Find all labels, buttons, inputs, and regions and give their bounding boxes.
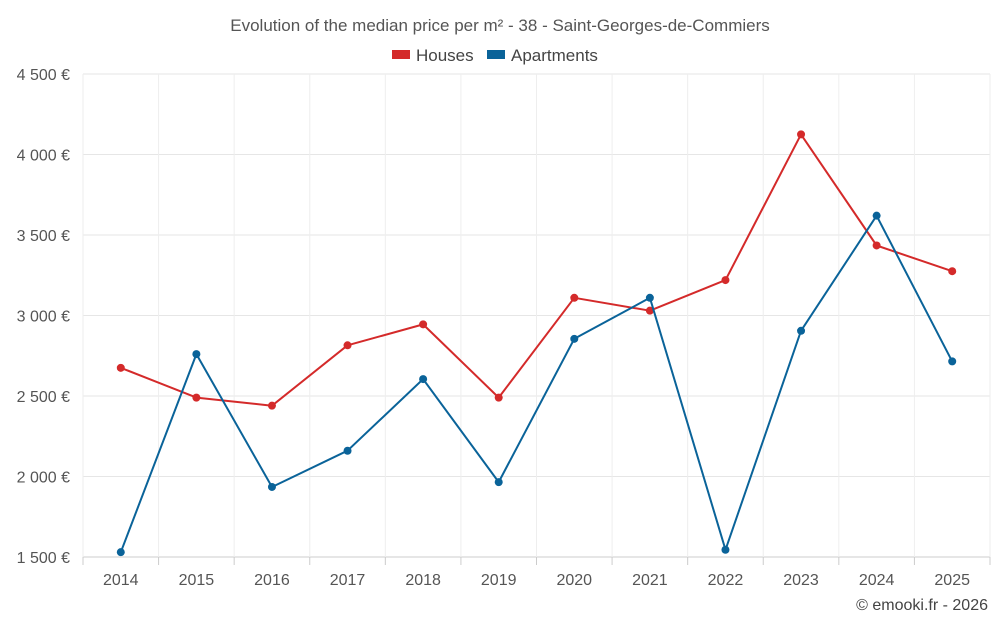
axes: 1 500 € 2 000 € 2 500 € 3 000 € 3 500 € 4 000…	[17, 67, 991, 589]
x-tick-label: 2022	[708, 572, 744, 589]
data-point-houses[interactable]	[419, 320, 428, 329]
grid	[82, 73, 991, 558]
x-tick-label: 2014	[103, 572, 139, 589]
data-point-apartments[interactable]	[116, 548, 125, 557]
y-tick-label: 2 000 €	[17, 470, 70, 487]
y-tick-label: 2 500 €	[17, 389, 70, 406]
data-point-apartments[interactable]	[419, 375, 428, 384]
y-tick-label: 1 500 €	[17, 550, 70, 567]
series	[116, 130, 957, 557]
data-point-apartments[interactable]	[797, 326, 806, 335]
data-point-apartments[interactable]	[343, 446, 352, 455]
x-tick-label: 2015	[179, 572, 215, 589]
x-tick-label: 2025	[934, 572, 970, 589]
data-point-houses[interactable]	[872, 241, 881, 250]
data-point-apartments[interactable]	[192, 350, 201, 359]
x-tick-label: 2024	[859, 572, 895, 589]
data-point-houses[interactable]	[645, 306, 654, 315]
data-point-houses[interactable]	[192, 393, 201, 402]
chart-title: Evolution of the median price per m² - 3…	[230, 16, 770, 35]
data-point-houses[interactable]	[570, 293, 579, 302]
data-point-apartments[interactable]	[570, 334, 579, 343]
data-point-houses[interactable]	[494, 393, 503, 402]
legend[interactable]: Houses Apartments	[392, 46, 598, 65]
x-tick-label: 2017	[330, 572, 366, 589]
x-tick-label: 2021	[632, 572, 668, 589]
x-tick-label: 2016	[254, 572, 290, 589]
x-tick-label: 2023	[783, 572, 819, 589]
data-point-apartments[interactable]	[645, 293, 654, 302]
data-point-apartments[interactable]	[872, 211, 881, 220]
x-tick-label: 2020	[556, 572, 592, 589]
y-tick-label: 4 500 €	[17, 67, 70, 84]
y-tick-label: 3 500 €	[17, 228, 70, 245]
series-line-apartments	[119, 214, 954, 553]
legend-item-houses[interactable]: Houses	[392, 46, 474, 65]
data-point-houses[interactable]	[343, 341, 352, 350]
data-point-houses[interactable]	[948, 267, 957, 276]
data-point-apartments[interactable]	[948, 357, 957, 366]
data-point-apartments[interactable]	[267, 482, 276, 491]
data-point-apartments[interactable]	[721, 545, 730, 554]
data-point-apartments[interactable]	[494, 478, 503, 487]
data-point-houses[interactable]	[721, 276, 730, 285]
data-point-houses[interactable]	[267, 401, 276, 410]
data-point-houses[interactable]	[116, 363, 125, 372]
data-point-houses[interactable]	[797, 130, 806, 139]
legend-swatch-houses	[392, 50, 410, 59]
credit-text: © emooki.fr - 2026	[856, 597, 988, 614]
x-tick-label: 2019	[481, 572, 517, 589]
legend-label-apartments: Apartments	[511, 46, 598, 65]
legend-label-houses: Houses	[416, 46, 474, 65]
legend-swatch-apartments	[487, 50, 505, 59]
series-line-houses	[120, 133, 953, 407]
x-tick-label: 2018	[405, 572, 441, 589]
legend-item-apartments[interactable]: Apartments	[487, 46, 598, 65]
y-tick-label: 3 000 €	[17, 309, 70, 326]
y-tick-label: 4 000 €	[17, 148, 70, 165]
